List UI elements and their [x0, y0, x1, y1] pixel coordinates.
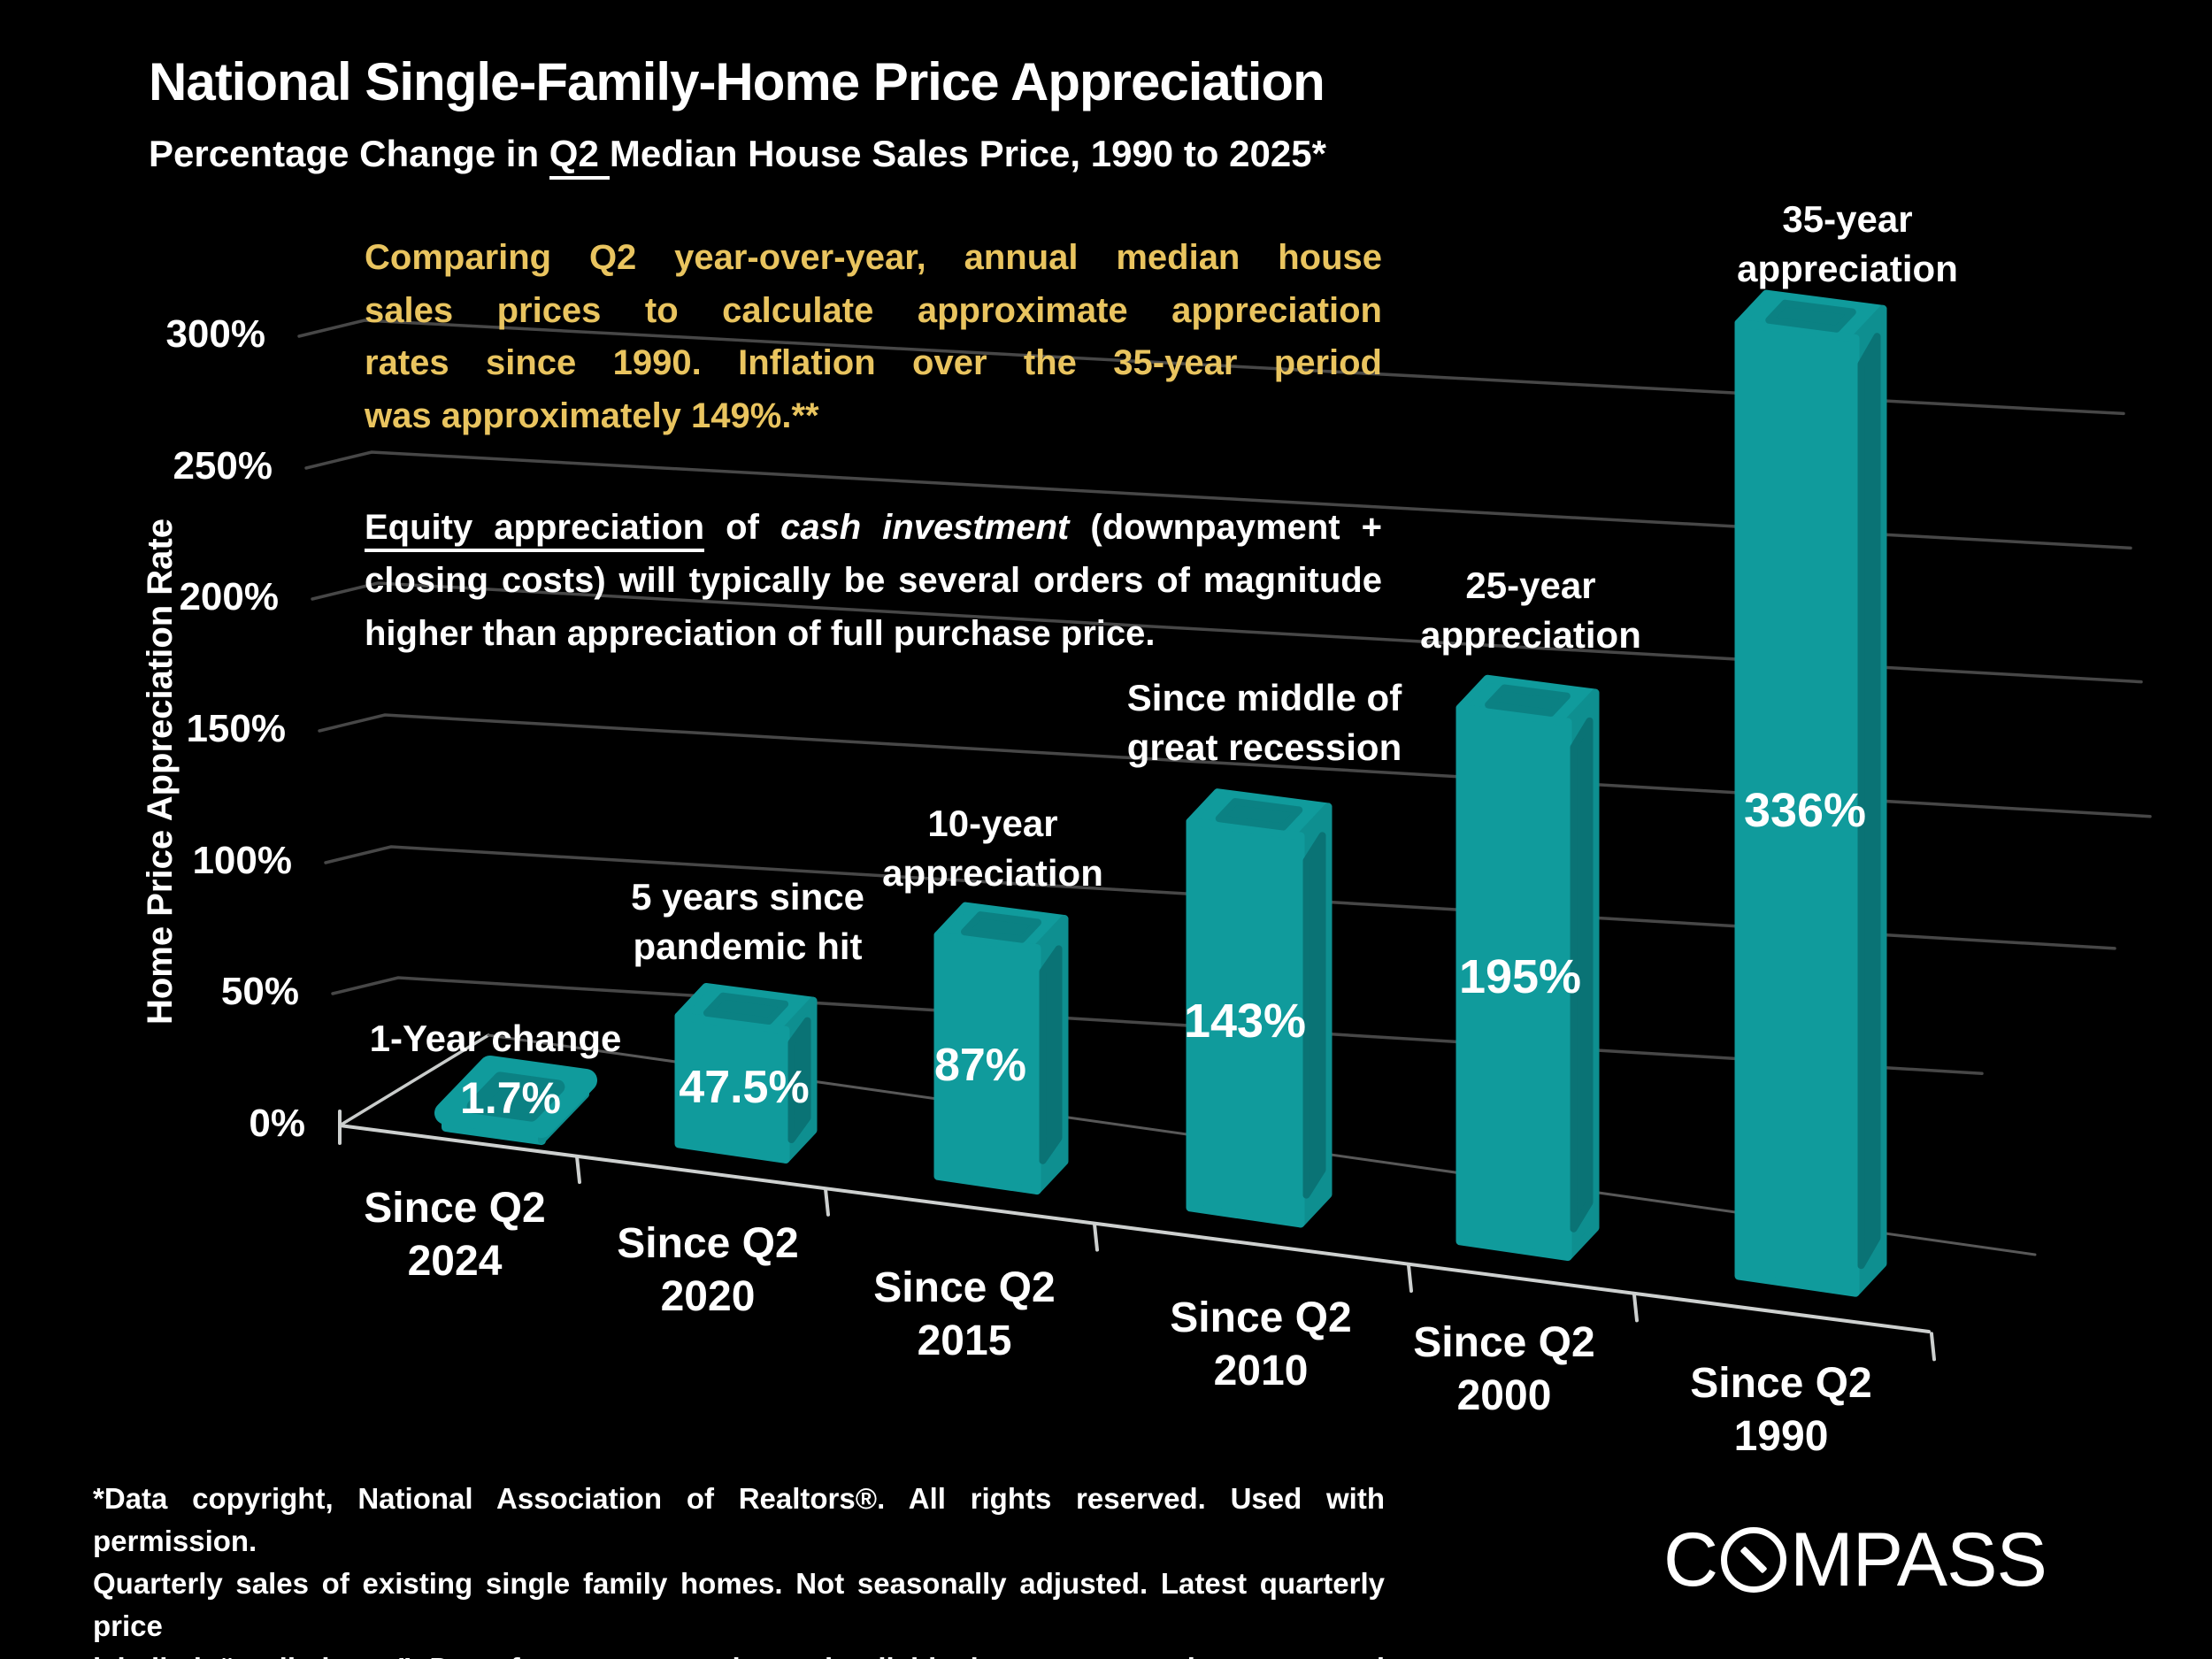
- inflation-note-line-2: sales prices to calculate approximate ap…: [365, 290, 1382, 330]
- subtitle-pre: Percentage Change in: [149, 133, 549, 174]
- equity-underlined: Equity appreciation: [365, 508, 705, 552]
- x-category-2015: Since Q2 2015: [873, 1264, 1056, 1364]
- x-category-2024: Since Q2 2024: [364, 1185, 546, 1285]
- x-category-2010: Since Q2 2010: [1170, 1294, 1352, 1394]
- annotation-10yr: 10-year appreciation: [882, 803, 1103, 894]
- y-tick-300: 300%: [165, 312, 265, 356]
- bar-value-2000: 195%: [1458, 950, 1582, 1003]
- annotation-recession: Since middle of great recession: [1126, 677, 1402, 768]
- inflation-note-line-4: was approximately 149%.**: [365, 396, 819, 435]
- equity-note-line-1: Equity appreciation of cash investment (…: [365, 501, 1382, 554]
- x-category-2020: Since Q2 2020: [617, 1220, 799, 1320]
- compass-logo-c: C: [1663, 1517, 1718, 1602]
- equity-rest: (downpayment +: [1069, 508, 1383, 547]
- inflation-note-line-3: rates since 1990. Inflation over the 35-…: [365, 343, 1382, 382]
- compass-needle-icon: [1740, 1546, 1768, 1574]
- bar-value-1990: 336%: [1743, 784, 1867, 837]
- compass-logo: C MPASS: [1663, 1517, 2047, 1602]
- y-tick-250: 250%: [173, 444, 273, 488]
- y-tick-0: 0%: [249, 1102, 305, 1145]
- y-tick-200: 200%: [179, 575, 279, 618]
- x-category-2000: Since Q2 2000: [1413, 1319, 1595, 1419]
- footnote-disclaimer: *Data copyright, National Association of…: [93, 1478, 1385, 1659]
- annotation-1yr: 1-Year change: [369, 1018, 622, 1059]
- equity-note-line-2: closing costs) will typically be several…: [365, 561, 1382, 600]
- y-tick-50: 50%: [220, 970, 299, 1013]
- bar-value-2010: 143%: [1183, 995, 1307, 1048]
- footnote-line-1: *Data copyright, National Association of…: [93, 1482, 1385, 1557]
- page-subtitle: Percentage Change in Q2 Median House Sale…: [149, 133, 1326, 180]
- bar-value-2024: 1.7%: [460, 1073, 561, 1123]
- x-category-1990: Since Q2 1990: [1690, 1360, 1872, 1460]
- equity-mid: of: [704, 508, 780, 547]
- footnote-line-2: Quarterly sales of existing single famil…: [93, 1567, 1385, 1642]
- inflation-note: Comparing Q2 year-over-year, annual medi…: [365, 232, 1382, 442]
- compass-slashed-o-icon: [1721, 1527, 1787, 1593]
- inflation-note-line-1: Comparing Q2 year-over-year, annual medi…: [365, 238, 1382, 277]
- equity-note-line-3: higher than appreciation of full purchas…: [365, 614, 1156, 653]
- bar-value-2015: 87%: [933, 1040, 1027, 1091]
- footnote-line-3: labelled “preliminary.” Data from source…: [93, 1647, 1385, 1659]
- y-tick-100: 100%: [192, 839, 292, 882]
- subtitle-post: Median House Sales Price, 1990 to 2025*: [609, 133, 1326, 174]
- annotation-35yr: 35-year appreciation: [1737, 198, 1958, 289]
- y-tick-150: 150%: [186, 707, 286, 750]
- annotation-25yr: 25-year appreciation: [1420, 565, 1641, 656]
- compass-logo-mpass: MPASS: [1790, 1517, 2047, 1602]
- subtitle-underlined-q2: Q2: [549, 133, 610, 180]
- bar-value-2020: 47.5%: [679, 1062, 810, 1113]
- equity-note: Equity appreciation of cash investment (…: [365, 501, 1382, 660]
- page-title: National Single-Family-Home Price Apprec…: [149, 52, 1325, 111]
- equity-italic: cash investment: [780, 508, 1070, 547]
- annotation-5yr: 5 years since pandemic hit: [631, 876, 864, 967]
